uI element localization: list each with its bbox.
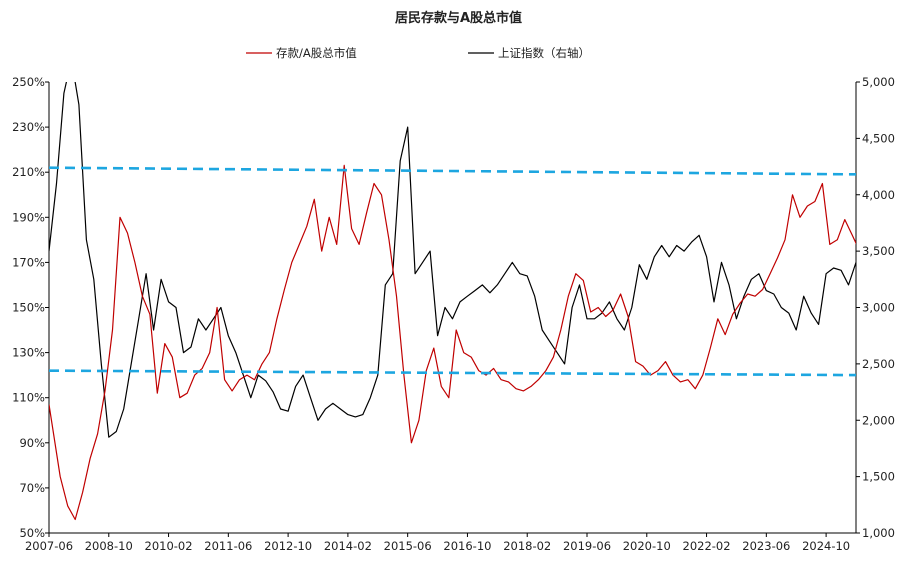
x-tick-label: 2014-02 [324,539,372,553]
legend-entry: 存款/A股总市值 [246,46,357,60]
y-right-tick-label: 3,500 [862,244,895,258]
x-tick-label: 2011-06 [204,539,252,553]
y-left-tick-label: 50% [19,526,45,540]
legend-label: 上证指数（右轴） [498,46,590,60]
reference-line-dashed [49,369,856,377]
x-tick-label: 2018-02 [503,539,551,553]
x-tick-label: 2024-10 [802,539,850,553]
y-right-tick-label: 1,000 [862,526,895,540]
axes: 50% 70% 90% 110% 130% 150% 170% 190% 210% 230% 250… [12,75,895,553]
y-left-tick-label: 190% [12,210,45,224]
reference-line-dashed [49,166,856,176]
x-tick-label: 2023-06 [742,539,790,553]
y-left-tick-label: 150% [12,301,45,315]
x-tick-label: 2007-06 [25,539,73,553]
x-tick-label: 2016-10 [443,539,491,553]
x-tick-label: 2020-10 [623,539,671,553]
y-left-tick-label: 210% [12,165,45,179]
plot-area [49,82,856,521]
y-left-tick-label: 230% [12,120,45,134]
x-tick-label: 2022-02 [683,539,731,553]
x-tick-label: 2008-10 [85,539,133,553]
chart-title: 居民存款与A股总市值 [395,10,522,26]
y-left-tick-label: 170% [12,255,45,269]
y-right-tick-label: 4,000 [862,188,895,202]
series-line-shanghai-index [49,82,856,438]
legend: 存款/A股总市值 上证指数（右轴） [246,46,590,60]
y-left-tick-label: 70% [19,481,45,495]
y-right-tick-label: 4,500 [862,131,895,145]
y-left-tick-label: 90% [19,436,45,450]
x-tick-label: 2010-02 [145,539,193,553]
x-tick-label: 2019-06 [563,539,611,553]
legend-entry: 上证指数（右轴） [468,46,590,60]
legend-label: 存款/A股总市值 [276,46,357,60]
x-tick-label: 2015-06 [384,539,432,553]
y-right-tick-label: 5,000 [862,75,895,89]
y-left-tick-label: 130% [12,346,45,360]
y-right-tick-label: 2,000 [862,413,895,427]
y-left-tick-label: 250% [12,75,45,89]
series-line-deposit-ratio [49,164,856,521]
y-left-tick-label: 110% [12,391,45,405]
y-right-tick-label: 2,500 [862,357,895,371]
y-right-tick-label: 1,500 [862,470,895,484]
y-right-tick-label: 3,000 [862,301,895,315]
x-tick-label: 2012-10 [264,539,312,553]
